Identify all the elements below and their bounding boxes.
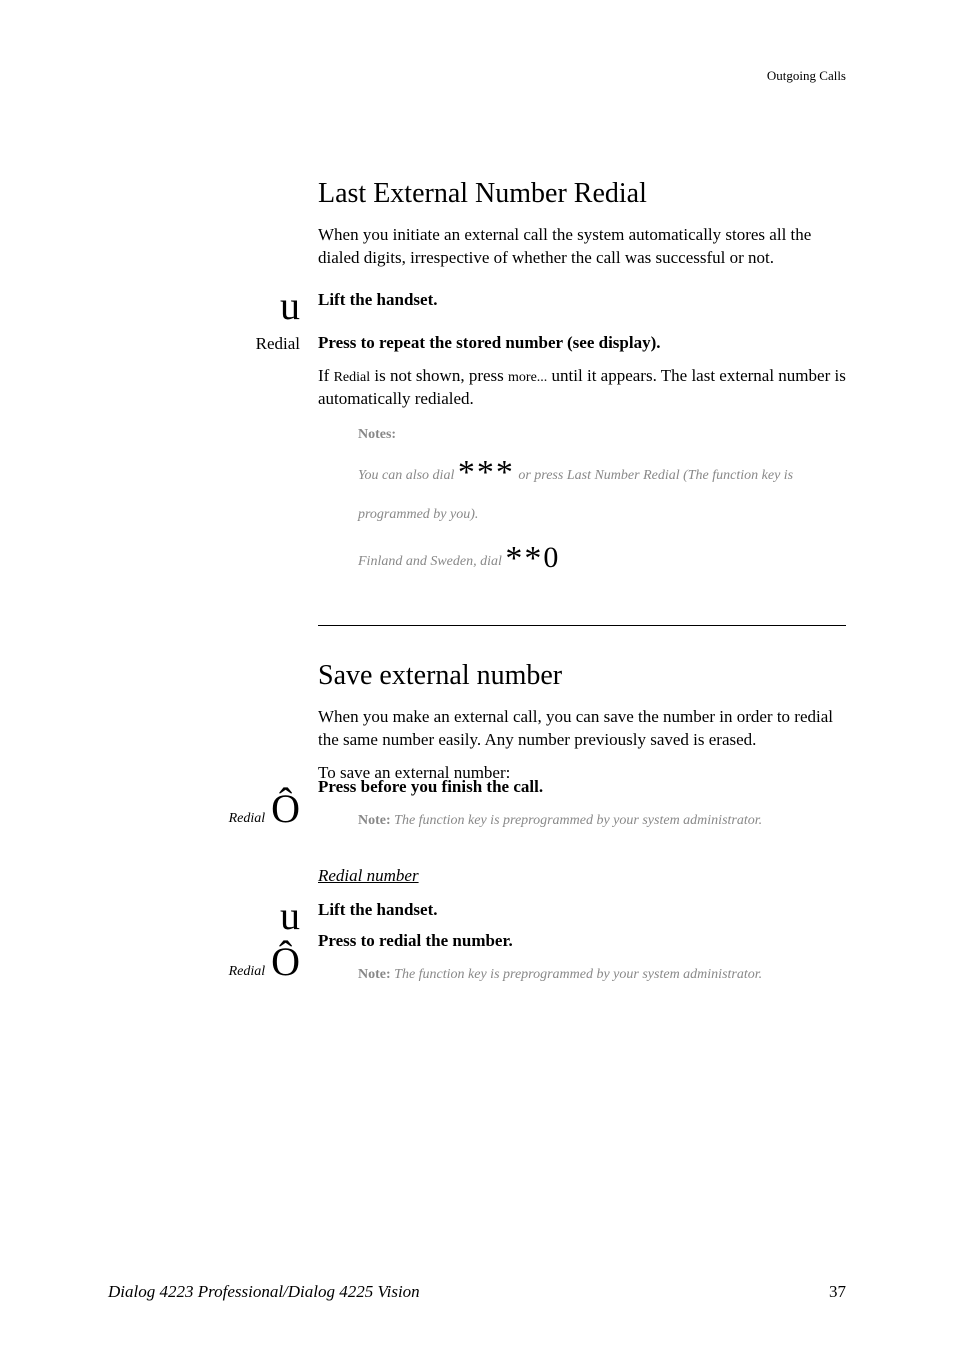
page: Outgoing Calls Last External Number Redi… (0, 0, 954, 1352)
notes-line1: Notes: You can also dial *** or press La… (358, 421, 846, 527)
note2-label: Note: (358, 813, 391, 828)
handset-icon: u (280, 283, 300, 328)
stars-3: *** (458, 454, 515, 491)
footer-page-number: 37 (829, 1282, 846, 1302)
section2-intro: When you make an external call, you can … (318, 706, 846, 752)
note2-pre: Finland and Sweden, dial (358, 554, 505, 569)
main-content: Last External Number Redial When you ini… (108, 178, 846, 995)
press-redial: Press to redial the number. (318, 930, 846, 953)
key-icon-1: Ô (271, 791, 300, 827)
section-last-external: Last External Number Redial When you ini… (108, 178, 846, 280)
if-redial-small: Redial (334, 370, 371, 385)
section1-title: Last External Number Redial (318, 178, 846, 210)
lift-handset-2: Lift the handset. (318, 899, 846, 922)
redial-label-3: Redial (229, 964, 266, 980)
section-redial-number: Redial number (108, 866, 846, 896)
row-redial-press: Redial Press to repeat the stored number… (108, 332, 846, 660)
redial-number-subhead: Redial number (318, 866, 846, 886)
note3-text: The function key is preprogrammed by you… (391, 967, 762, 982)
divider-1 (318, 625, 846, 626)
note3-label: Note: (358, 967, 391, 982)
page-footer: Dialog 4223 Professional/Dialog 4225 Vis… (108, 1282, 846, 1302)
section2-title: Save external number (318, 660, 846, 692)
if-redial-line: If Redial is not shown, press more... un… (318, 365, 846, 411)
note-block-3: Note: The function key is preprogrammed … (358, 963, 846, 985)
if-pre: If (318, 366, 334, 385)
stars-2: ** (505, 540, 543, 577)
row-press-redial: Redial Ô Press to redial the number. Not… (108, 930, 846, 995)
handset-icon-2: u (280, 893, 300, 938)
press-repeat: Press to repeat the stored number (see d… (318, 332, 846, 355)
section1-intro: When you initiate an external call the s… (318, 224, 846, 270)
note2-text: The function key is preprogrammed by you… (391, 813, 762, 828)
running-head: Outgoing Calls (767, 68, 846, 84)
footer-title: Dialog 4223 Professional/Dialog 4225 Vis… (108, 1282, 420, 1302)
press-before: Press before you finish the call. (318, 776, 846, 799)
key-icon-2: Ô (271, 944, 300, 980)
if-more-small: more... (508, 370, 547, 385)
row-press-before: Redial Ô Press before you finish the cal… (108, 776, 846, 841)
lift-handset-1: Lift the handset. (318, 289, 846, 312)
section-save-external: Save external number When you make an ex… (108, 660, 846, 795)
redial-label-1: Redial (256, 334, 300, 353)
row-lift-handset-1: u Lift the handset. (108, 286, 846, 326)
notes-line2: Finland and Sweden, dial **0 (358, 532, 846, 586)
zero-glyph: 0 (543, 541, 558, 574)
note1-pre: You can also dial (358, 468, 458, 483)
redial-label-2: Redial (229, 811, 266, 827)
note-block-2: Note: The function key is preprogrammed … (358, 809, 846, 831)
notes-label: Notes: (358, 427, 396, 442)
if-mid: is not shown, press (370, 366, 508, 385)
notes-block-1: Notes: You can also dial *** or press La… (358, 421, 846, 587)
